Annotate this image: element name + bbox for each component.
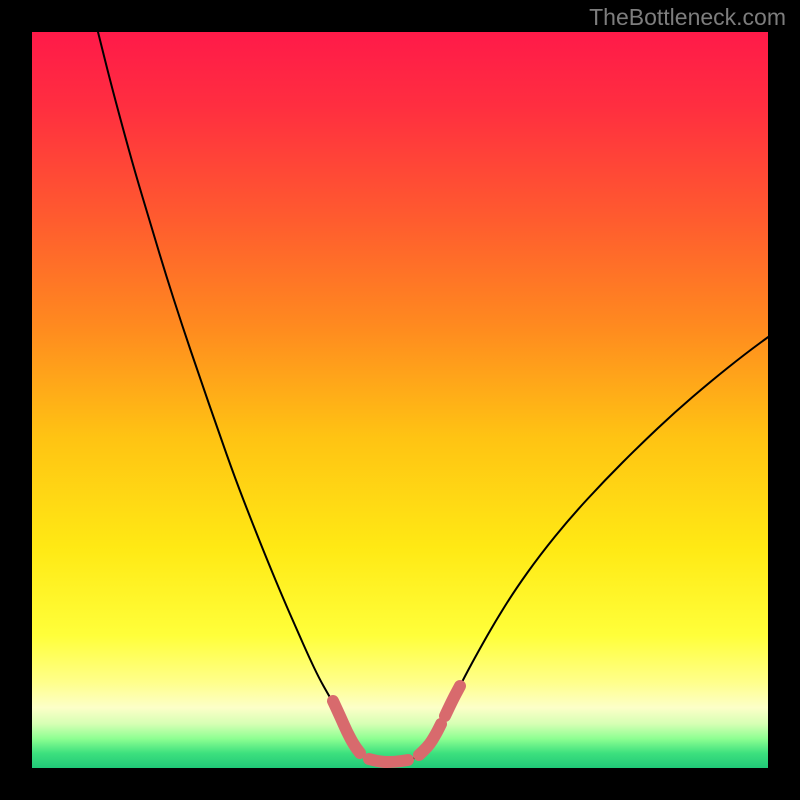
optimal-range-segment-2 [419, 724, 441, 755]
plot-border [16, 16, 784, 784]
optimal-range-segment-1 [369, 759, 408, 762]
optimal-range-segment-3 [445, 686, 460, 716]
watermark-text: TheBottleneck.com [589, 4, 786, 31]
chart-overlay [0, 0, 800, 800]
bottleneck-curve [92, 8, 792, 762]
optimal-range-segment-0 [333, 701, 360, 753]
